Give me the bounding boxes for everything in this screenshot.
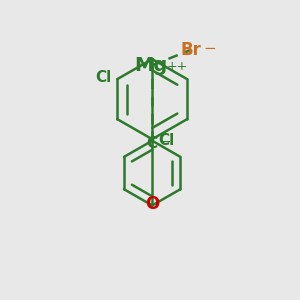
Text: −: − <box>161 136 171 149</box>
Text: O: O <box>145 195 159 213</box>
Text: C: C <box>147 136 158 151</box>
Text: ++: ++ <box>166 60 188 73</box>
Text: Mg: Mg <box>134 56 167 75</box>
Text: Br: Br <box>181 41 201 59</box>
Text: Cl: Cl <box>158 133 174 148</box>
Text: Cl: Cl <box>95 70 112 85</box>
Text: −: − <box>203 41 216 56</box>
